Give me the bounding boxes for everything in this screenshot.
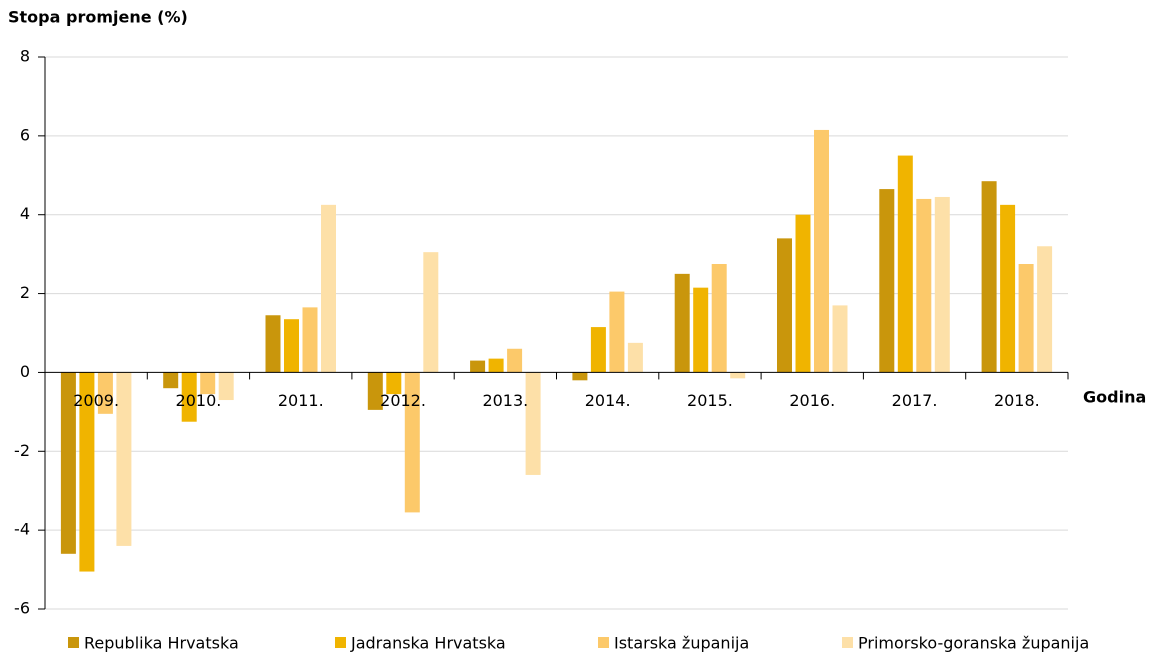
bar bbox=[265, 315, 281, 373]
bar bbox=[470, 360, 486, 373]
y-tick-label: -2 bbox=[14, 441, 30, 460]
x-axis-title: Godina bbox=[1083, 388, 1146, 407]
bar bbox=[814, 129, 829, 373]
bar bbox=[627, 342, 643, 373]
legend-swatch bbox=[598, 637, 609, 648]
bar bbox=[488, 358, 504, 373]
bar bbox=[386, 372, 402, 395]
bar bbox=[404, 372, 420, 513]
x-tick-label: 2016. bbox=[789, 391, 835, 410]
x-tick-label: 2012. bbox=[380, 391, 426, 410]
bar bbox=[777, 238, 792, 373]
bar bbox=[1037, 246, 1053, 373]
bar bbox=[302, 307, 318, 373]
x-tick-label: 2013. bbox=[482, 391, 528, 410]
bar bbox=[507, 348, 523, 373]
bar bbox=[730, 372, 746, 379]
legend-label: Primorsko-goranska županija bbox=[858, 634, 1089, 653]
x-tick-label: 2015. bbox=[687, 391, 733, 410]
bar bbox=[916, 198, 932, 373]
bar bbox=[981, 181, 997, 373]
bar bbox=[897, 155, 913, 373]
legend-label: Republika Hrvatska bbox=[84, 634, 239, 653]
x-tick-label: 2010. bbox=[176, 391, 222, 410]
y-tick-label: 2 bbox=[20, 283, 30, 302]
bar bbox=[321, 204, 336, 373]
bar bbox=[97, 372, 113, 414]
legend-label: Istarska županija bbox=[614, 634, 749, 653]
bar bbox=[60, 372, 76, 554]
x-tick-label: 2009. bbox=[73, 391, 119, 410]
bar bbox=[525, 372, 541, 475]
bar bbox=[367, 372, 383, 410]
bar bbox=[879, 189, 895, 373]
legend-label: Jadranska Hrvatska bbox=[350, 634, 506, 653]
bar bbox=[284, 319, 299, 373]
bar bbox=[674, 273, 690, 373]
y-tick-label: 4 bbox=[20, 204, 30, 223]
bar bbox=[163, 372, 179, 389]
y-tick-label: 6 bbox=[20, 125, 30, 144]
bar bbox=[572, 372, 588, 381]
x-tick-label: 2018. bbox=[994, 391, 1040, 410]
bar bbox=[79, 372, 95, 572]
y-tick-label: 0 bbox=[20, 362, 30, 381]
bar bbox=[423, 252, 439, 373]
x-tick-label: 2017. bbox=[892, 391, 938, 410]
bar bbox=[795, 214, 811, 373]
x-tick-label: 2014. bbox=[585, 391, 631, 410]
y-tick-label: -6 bbox=[14, 599, 30, 618]
bar bbox=[1018, 264, 1034, 373]
bar bbox=[934, 196, 950, 373]
bar bbox=[218, 372, 234, 401]
bar bbox=[609, 291, 625, 373]
bar bbox=[116, 372, 132, 546]
legend-swatch bbox=[842, 637, 853, 648]
bar bbox=[832, 305, 848, 373]
y-tick-label: 8 bbox=[20, 47, 30, 66]
x-tick-label: 2011. bbox=[278, 391, 324, 410]
bar bbox=[590, 327, 606, 373]
bar bbox=[181, 372, 197, 422]
bar bbox=[1000, 204, 1016, 373]
legend-swatch bbox=[68, 637, 79, 648]
bar bbox=[200, 372, 216, 395]
bar bbox=[693, 287, 709, 373]
legend-swatch bbox=[335, 637, 346, 648]
y-tick-label: -4 bbox=[14, 520, 30, 539]
y-axis-title: Stopa promjene (%) bbox=[8, 8, 188, 27]
bar bbox=[711, 264, 727, 373]
